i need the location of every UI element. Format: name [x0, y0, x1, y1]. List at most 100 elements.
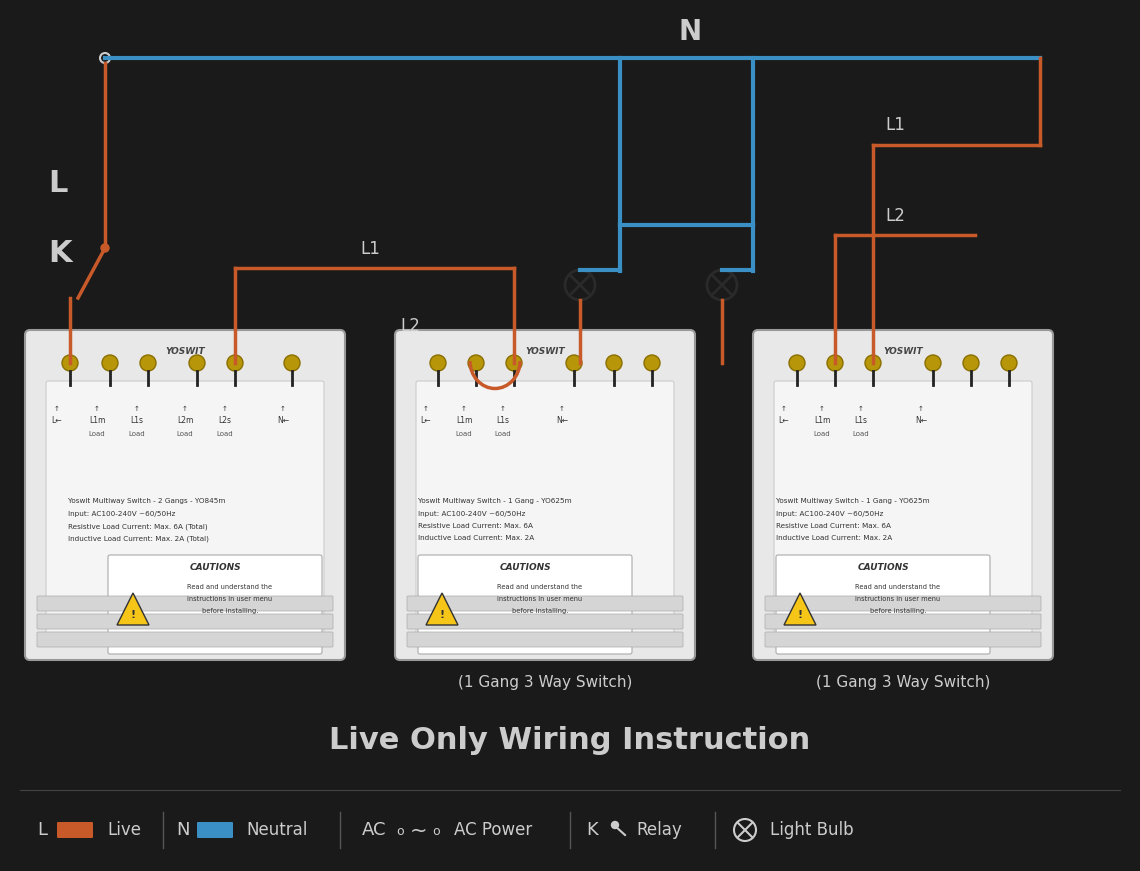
Text: ↑: ↑ — [781, 406, 787, 412]
Circle shape — [189, 355, 205, 371]
Text: CAUTIONS: CAUTIONS — [857, 563, 909, 572]
Text: ↑: ↑ — [858, 406, 864, 412]
Text: CAUTIONS: CAUTIONS — [499, 563, 551, 572]
Text: N←: N← — [277, 416, 290, 425]
Text: Load: Load — [853, 431, 870, 437]
Text: YOSWIT: YOSWIT — [165, 347, 205, 355]
Text: before installing.: before installing. — [202, 608, 258, 614]
Text: Load: Load — [456, 431, 472, 437]
FancyBboxPatch shape — [36, 632, 333, 647]
Text: Resistive Load Current: Max. 6A (Total): Resistive Load Current: Max. 6A (Total) — [68, 523, 207, 530]
Polygon shape — [426, 593, 458, 625]
Text: ↑: ↑ — [54, 406, 60, 412]
Text: L1m: L1m — [456, 416, 472, 425]
Text: ↑: ↑ — [559, 406, 565, 412]
Text: YOSWIT: YOSWIT — [884, 347, 922, 355]
Text: Load: Load — [495, 431, 512, 437]
Text: o: o — [432, 825, 440, 838]
Circle shape — [469, 355, 484, 371]
FancyBboxPatch shape — [416, 381, 674, 637]
Text: Read and understand the: Read and understand the — [855, 584, 940, 590]
Circle shape — [789, 355, 805, 371]
Text: L1: L1 — [885, 116, 905, 134]
Text: instructions in user menu: instructions in user menu — [187, 596, 272, 602]
Text: !: ! — [798, 610, 803, 620]
Circle shape — [140, 355, 156, 371]
Circle shape — [826, 355, 842, 371]
Text: L1: L1 — [360, 240, 380, 258]
FancyBboxPatch shape — [754, 330, 1053, 660]
Text: L2s: L2s — [219, 416, 231, 425]
Text: ↑: ↑ — [500, 406, 506, 412]
Text: YOSWIT: YOSWIT — [526, 347, 564, 355]
FancyBboxPatch shape — [407, 632, 683, 647]
FancyBboxPatch shape — [36, 596, 333, 611]
Text: (1 Gang 3 Way Switch): (1 Gang 3 Way Switch) — [816, 675, 991, 690]
Text: o: o — [397, 825, 404, 838]
Text: ↑: ↑ — [135, 406, 140, 412]
FancyBboxPatch shape — [765, 614, 1041, 629]
Circle shape — [865, 355, 881, 371]
FancyBboxPatch shape — [25, 330, 345, 660]
Text: Inductive Load Current: Max. 2A: Inductive Load Current: Max. 2A — [776, 535, 893, 541]
Text: Input: AC100-240V ~60/50Hz: Input: AC100-240V ~60/50Hz — [418, 511, 526, 517]
Text: (1 Gang 3 Way Switch): (1 Gang 3 Way Switch) — [458, 675, 633, 690]
Circle shape — [506, 355, 522, 371]
Text: Yoswit Multiway Switch - 1 Gang - YO625m: Yoswit Multiway Switch - 1 Gang - YO625m — [776, 498, 929, 504]
Text: L←: L← — [51, 416, 63, 425]
Circle shape — [925, 355, 940, 371]
Text: ↑: ↑ — [918, 406, 923, 412]
FancyBboxPatch shape — [774, 381, 1032, 637]
Text: ↑: ↑ — [423, 406, 429, 412]
FancyBboxPatch shape — [407, 614, 683, 629]
Polygon shape — [784, 593, 816, 625]
FancyBboxPatch shape — [36, 614, 333, 629]
FancyBboxPatch shape — [765, 632, 1041, 647]
Text: Load: Load — [129, 431, 145, 437]
Text: Load: Load — [814, 431, 830, 437]
FancyBboxPatch shape — [108, 555, 321, 654]
Text: L1s: L1s — [497, 416, 510, 425]
Text: N←: N← — [915, 416, 927, 425]
Circle shape — [1001, 355, 1017, 371]
Text: L2: L2 — [400, 317, 420, 335]
Text: L: L — [36, 821, 47, 839]
Text: Inductive Load Current: Max. 2A (Total): Inductive Load Current: Max. 2A (Total) — [68, 535, 209, 542]
Text: Relay: Relay — [636, 821, 682, 839]
Text: Yoswit Multiway Switch - 1 Gang - YO625m: Yoswit Multiway Switch - 1 Gang - YO625m — [418, 498, 571, 504]
Circle shape — [565, 355, 583, 371]
Circle shape — [644, 355, 660, 371]
Text: before installing.: before installing. — [512, 608, 568, 614]
Text: N←: N← — [556, 416, 568, 425]
Text: Resistive Load Current: Max. 6A: Resistive Load Current: Max. 6A — [418, 523, 534, 529]
Text: instructions in user menu: instructions in user menu — [497, 596, 583, 602]
Circle shape — [101, 244, 109, 252]
Circle shape — [284, 355, 300, 371]
Text: !: ! — [439, 610, 445, 620]
Circle shape — [611, 821, 619, 828]
Text: Read and understand the: Read and understand the — [497, 584, 583, 590]
Text: L1m: L1m — [814, 416, 830, 425]
Text: ↑: ↑ — [280, 406, 286, 412]
Circle shape — [430, 355, 446, 371]
Text: AC Power: AC Power — [454, 821, 532, 839]
Text: AC: AC — [363, 821, 386, 839]
Text: Input: AC100-240V ~60/50Hz: Input: AC100-240V ~60/50Hz — [68, 511, 176, 517]
Text: Load: Load — [217, 431, 234, 437]
Circle shape — [963, 355, 979, 371]
Text: L1s: L1s — [130, 416, 144, 425]
Text: Live Only Wiring Instruction: Live Only Wiring Instruction — [329, 726, 811, 754]
Text: ~: ~ — [409, 821, 426, 841]
Text: L1s: L1s — [855, 416, 868, 425]
Text: Load: Load — [89, 431, 105, 437]
Text: N: N — [678, 18, 701, 46]
Text: ↑: ↑ — [819, 406, 825, 412]
FancyBboxPatch shape — [776, 555, 990, 654]
Circle shape — [606, 355, 622, 371]
Text: K: K — [586, 821, 597, 839]
Text: L←: L← — [421, 416, 431, 425]
Text: ↑: ↑ — [182, 406, 188, 412]
Text: Inductive Load Current: Max. 2A: Inductive Load Current: Max. 2A — [418, 535, 535, 541]
Text: Read and understand the: Read and understand the — [187, 584, 272, 590]
Text: before installing.: before installing. — [870, 608, 926, 614]
